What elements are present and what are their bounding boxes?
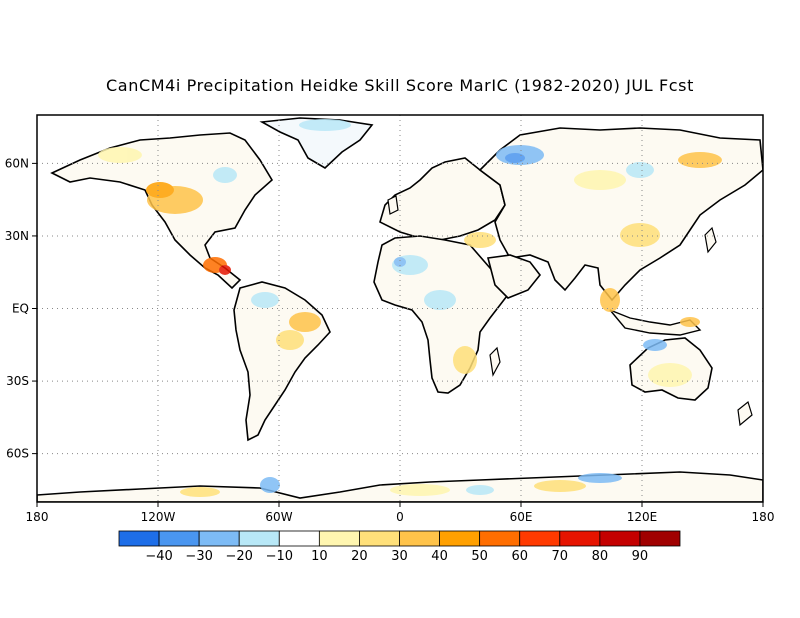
colorbar-swatch: [559, 530, 601, 547]
colorbar-label: 90: [632, 549, 649, 564]
colorbar-label: 80: [592, 549, 609, 564]
colorbar-label: 40: [431, 549, 448, 564]
lat-tick-label: 60N: [5, 156, 29, 170]
colorbar-swatch: [158, 530, 200, 547]
lon-tick-label: 120W: [141, 510, 176, 524]
colorbar: −40 −30 −20 −10 10 20 30 40 50 60 70 80 90: [118, 530, 681, 564]
longitude-labels: 180 120W 60W 0 60E 120E 180: [26, 510, 775, 524]
colorbar-swatch: [359, 530, 400, 547]
colorbar-swatch: [238, 530, 280, 547]
colorbar-label: 70: [552, 549, 569, 564]
lon-tick-label: 180: [26, 510, 49, 524]
colorbar-swatch: [639, 530, 681, 547]
colorbar-label: −20: [225, 549, 252, 564]
colorbar-label: 50: [471, 549, 488, 564]
chart-title: CanCM4i Precipitation Heidke Skill Score…: [106, 76, 694, 95]
skill-score-shading: [98, 119, 722, 497]
british-isles: [387, 195, 399, 215]
japan: [704, 226, 717, 254]
lat-tick-label: 60S: [6, 447, 29, 461]
new-zealand: [737, 400, 753, 427]
land-masses: [37, 117, 763, 502]
colorbar-label: 20: [351, 549, 368, 564]
colorbar-swatch: [479, 530, 521, 547]
colorbar-swatch: [519, 530, 561, 547]
lat-tick-label: 30S: [6, 374, 29, 388]
colorbar-swatch: [198, 530, 240, 547]
map-gridlines: [32, 115, 764, 507]
lon-tick-label: 180: [752, 510, 775, 524]
colorbar-swatch: [318, 530, 360, 547]
south-america: [233, 281, 331, 442]
lon-tick-label: 60E: [510, 510, 533, 524]
colorbar-swatch: [399, 530, 440, 547]
colorbar-swatch: [278, 530, 320, 547]
latitude-labels: 60N 30N EQ 30S 60S: [5, 156, 29, 460]
lat-tick-label: 30N: [5, 229, 29, 243]
colorbar-label: 10: [311, 549, 328, 564]
colorbar-swatch: [439, 530, 481, 547]
colorbar-swatch: [599, 530, 641, 547]
colorbar-label: 30: [391, 549, 408, 564]
arabia: [486, 254, 542, 299]
colorbar-swatch: [118, 530, 160, 547]
map-frame: [36, 114, 764, 503]
colorbar-label: 60: [511, 549, 528, 564]
colorbar-label: −40: [145, 549, 172, 564]
lon-tick-label: 60W: [265, 510, 292, 524]
colorbar-label: −30: [185, 549, 212, 564]
lon-tick-label: 120E: [627, 510, 658, 524]
madagascar: [489, 346, 501, 377]
lat-tick-label: EQ: [12, 302, 29, 316]
colorbar-label: −10: [266, 549, 293, 564]
lon-tick-label: 0: [396, 510, 404, 524]
